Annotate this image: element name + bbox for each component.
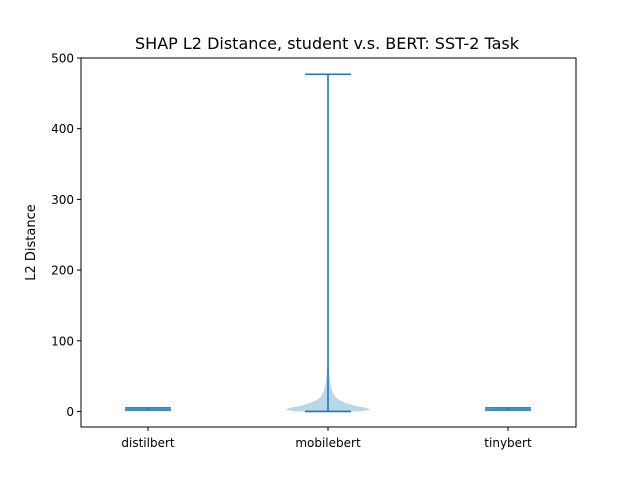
y-axis-label: L2 Distance [24, 204, 39, 281]
y-tick-label: 500 [51, 52, 74, 66]
y-tick-label: 300 [51, 193, 74, 207]
x-tick-label-mobilebert: mobilebert [295, 436, 361, 450]
y-tick-label: 100 [51, 334, 74, 348]
y-tick-label: 200 [51, 264, 74, 278]
chart-title: SHAP L2 Distance, student v.s. BERT: SST… [135, 34, 520, 53]
y-tick-label: 400 [51, 122, 74, 136]
x-tick-label-distilbert: distilbert [121, 436, 175, 450]
x-tick-label-tinybert: tinybert [484, 436, 532, 450]
y-tick-label: 0 [66, 405, 74, 419]
plot-area: 0 100 200 300 400 500 distilbert mobilebert tiny… [51, 52, 577, 450]
